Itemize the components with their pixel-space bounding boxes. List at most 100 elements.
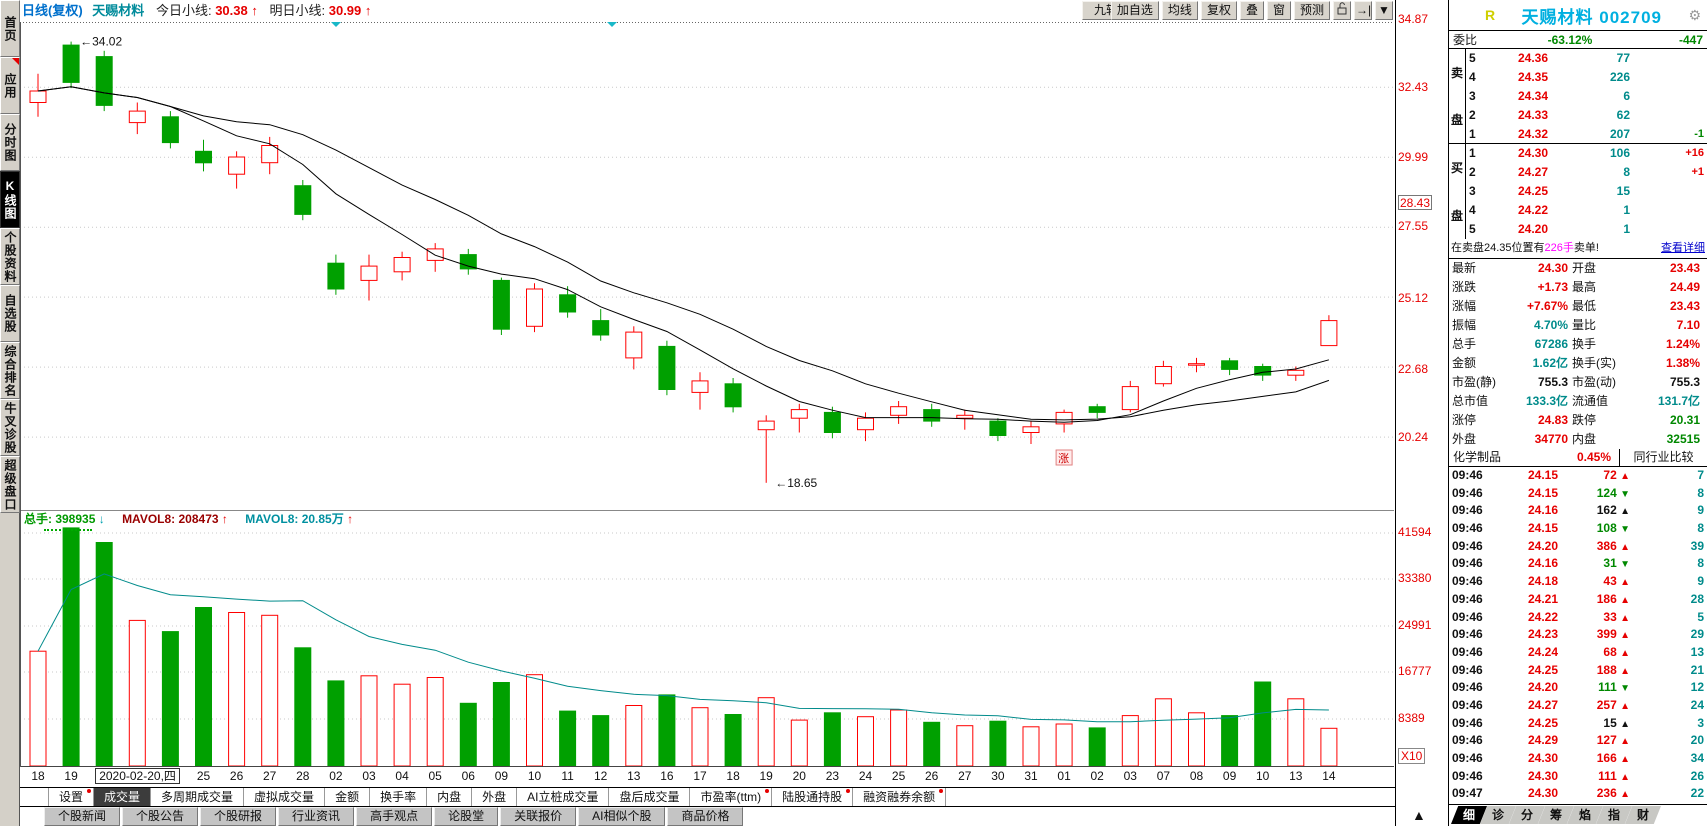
volume-bar	[724, 714, 742, 767]
volume-bar	[857, 716, 874, 767]
ma-button[interactable]: 均线	[1161, 1, 1198, 20]
info-tab-个股研报[interactable]: 个股研报	[200, 807, 277, 826]
indicator-tab-多周期成交量[interactable]: 多周期成交量	[151, 788, 245, 806]
sidebar-item-4[interactable]: K线图	[0, 171, 20, 228]
sidebar-item-5[interactable]: 个股资料	[0, 228, 20, 285]
sell-label: 卖盘	[1449, 49, 1466, 143]
gear-icon[interactable]: ⚙	[1688, 6, 1701, 23]
panel-tab-筹[interactable]: 筹	[1538, 806, 1574, 824]
indicator-tab-设置[interactable]: 设置	[48, 788, 95, 806]
indicator-tab-金额[interactable]: 金额	[325, 788, 371, 806]
volume-bar	[1188, 712, 1205, 767]
info-tab-论股堂[interactable]: 论股堂	[434, 807, 499, 826]
info-tab-关联报价[interactable]: 关联报价	[500, 807, 577, 826]
volume-bar	[1154, 698, 1172, 767]
overlay-button[interactable]: 叠	[1239, 1, 1264, 20]
axis-label: 34.87	[1398, 12, 1429, 26]
candle	[1221, 360, 1239, 370]
stat-row: 总市值 133.3亿 流通值 131.7亿	[1452, 394, 1700, 408]
stat-row: 市盈(静) 755.3 市盈(动) 755.3	[1452, 375, 1700, 389]
candle	[128, 110, 146, 124]
lock-icon[interactable]	[1333, 1, 1351, 20]
tick-row: 09:46 24.20 386 ▲ 39	[1452, 538, 1704, 553]
chevron-down-icon[interactable]: ▼	[1375, 1, 1393, 20]
candle	[757, 420, 775, 431]
info-tab-商品价格[interactable]: 商品价格	[667, 807, 744, 826]
indicator-tab-盘后成交量[interactable]: 盘后成交量	[609, 788, 691, 806]
chart-toolbar: 日线(复权) 天赐材料 今日小线: 30.38 ↑ 明日小线: 30.99 ↑ …	[20, 0, 1395, 22]
event-marker-icon: 涨	[1058, 452, 1069, 465]
sell-row: 4 24.35 226	[1469, 70, 1630, 84]
window-button[interactable]: 窗	[1266, 1, 1291, 20]
indicator-tab-陆股通持股[interactable]: 陆股通持股	[772, 788, 854, 806]
volume-bar	[625, 705, 643, 767]
sidebar-item-3[interactable]: 分时图	[0, 114, 20, 171]
info-tab-高手观点[interactable]: 高手观点	[356, 807, 433, 826]
today-line-label: 今日小线:	[155, 3, 212, 18]
kline-volume-chart[interactable]: ←34.02 ←18.65 涨	[20, 22, 1395, 767]
info-tab-个股新闻[interactable]: 个股新闻	[44, 807, 121, 826]
panel-tab-诊[interactable]: 诊	[1480, 806, 1516, 824]
panel-tab-财[interactable]: 财	[1625, 806, 1661, 824]
tick-row: 09:46 24.24 68 ▲ 13	[1452, 644, 1704, 659]
adjust-price-button[interactable]: 复权	[1200, 1, 1237, 20]
view-detail-link[interactable]: 查看详细	[1661, 242, 1705, 254]
volume-bar	[294, 647, 312, 767]
indicator-tab-虚拟成交量[interactable]: 虚拟成交量	[244, 788, 326, 806]
indicator-tab-外盘[interactable]: 外盘	[472, 788, 518, 806]
sidebar-item-9[interactable]: 超级盘口	[0, 456, 20, 513]
candle	[393, 257, 411, 273]
panel-tab-指[interactable]: 指	[1596, 806, 1632, 824]
info-tab-AI相似个股[interactable]: AI相似个股	[578, 807, 666, 826]
volume-bar	[1287, 698, 1305, 767]
add-watchlist-button[interactable]: 加自选	[1110, 1, 1159, 20]
industry-compare-link[interactable]: 同行业比较	[1619, 449, 1707, 466]
indicator-tab-内盘[interactable]: 内盘	[427, 788, 473, 806]
buy-queue: 买盘 1 24.30 106 +16 2 24.27 8 +1 3 24.25 15 4 24.22 1 5…	[1449, 144, 1707, 239]
diamond-marker-icon	[607, 22, 617, 27]
volume-bar	[327, 680, 345, 767]
red-dot-icon	[765, 789, 770, 793]
date-label: 09	[494, 769, 509, 783]
sidebar-item-2[interactable]: 应用	[0, 57, 20, 114]
date-label: 18	[726, 769, 740, 783]
down-arrow-icon: ↓	[98, 512, 105, 526]
up-arrow-icon: ↑	[221, 512, 228, 526]
sector-name[interactable]: 化学制品	[1453, 450, 1502, 464]
stat-row: 振幅 4.70% 量比 7.10	[1452, 318, 1700, 332]
date-label: 03	[1123, 769, 1137, 783]
volume-bar	[459, 702, 477, 767]
goto-end-icon[interactable]: →|	[1354, 1, 1372, 20]
candle	[1287, 369, 1305, 376]
new-badge-icon	[12, 58, 19, 65]
panel-tab-细[interactable]: 细	[1451, 806, 1487, 824]
panel-tab-分[interactable]: 分	[1509, 806, 1545, 824]
volume-bar	[62, 527, 80, 767]
indicator-tab-AI立桩成交量[interactable]: AI立桩成交量	[517, 788, 610, 806]
axis-label: 32.43	[1398, 80, 1429, 94]
scroll-top-icon[interactable]: ▲	[1412, 807, 1426, 823]
price-axis-gutter: X10 ▲ 34.87 32.43 29.99 28.43 27.55 25.12 22.6…	[1395, 0, 1448, 826]
candle	[857, 417, 874, 431]
indicator-tab-成交量[interactable]: 成交量	[94, 788, 152, 806]
r-badge: R	[1485, 7, 1496, 23]
indicator-tab-融资融券余额[interactable]: 融资融券余额	[853, 788, 947, 806]
panel-tab-焰[interactable]: 焰	[1567, 806, 1603, 824]
candle	[95, 56, 113, 106]
date-label: 27	[263, 769, 277, 783]
candle	[923, 409, 941, 422]
predict-button[interactable]: 预测	[1293, 1, 1330, 20]
high-annotation: ←34.02	[80, 35, 122, 49]
date-label: 02	[329, 769, 343, 783]
sidebar-item-1[interactable]: 首页	[0, 0, 20, 57]
sell-row: 5 24.36 77	[1469, 51, 1630, 65]
volume-header: 总手: 398935 ↓ MAVOL8: 208473 ↑ MAVOL8: 20…	[24, 511, 353, 527]
indicator-tab-换手率[interactable]: 换手率	[370, 788, 428, 806]
indicator-tab-市盈率(ttm)[interactable]: 市盈率(ttm)	[690, 788, 773, 806]
sidebar-item-8[interactable]: 牛叉诊股	[0, 399, 20, 456]
info-tab-个股公告[interactable]: 个股公告	[122, 807, 199, 826]
volume-bar	[1121, 715, 1139, 767]
info-tab-行业资讯[interactable]: 行业资讯	[278, 807, 355, 826]
sidebar-item-7[interactable]: 综合排名	[0, 342, 20, 399]
sidebar-item-6[interactable]: 自选股	[0, 285, 20, 342]
